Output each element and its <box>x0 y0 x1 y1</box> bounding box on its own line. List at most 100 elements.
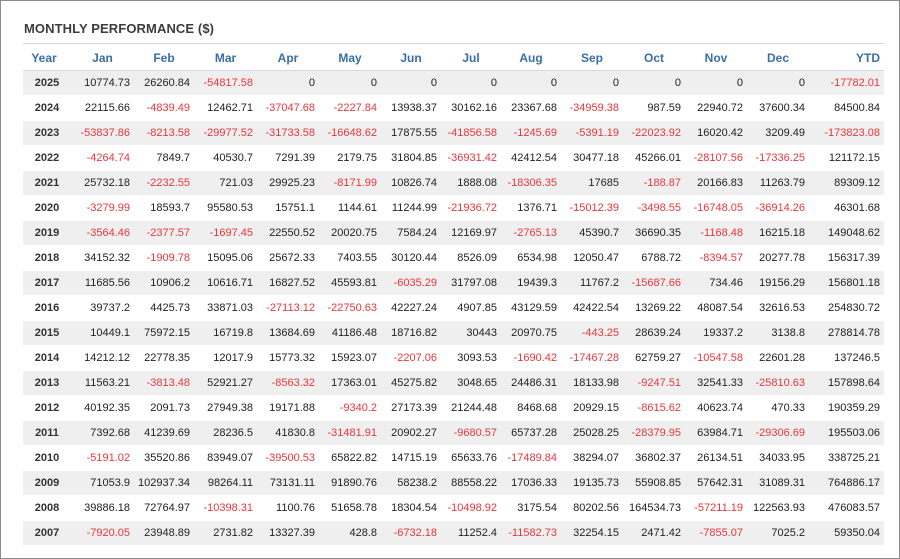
month-value-cell: 42227.24 <box>381 295 441 321</box>
month-value-cell: 15095.06 <box>194 245 257 271</box>
month-value-cell: -1690.42 <box>501 345 561 371</box>
month-value-cell: -1697.45 <box>194 220 257 246</box>
month-value-cell: 31804.85 <box>381 145 441 171</box>
month-value-cell: 470.33 <box>747 395 809 421</box>
month-value-cell: -3564.46 <box>71 220 134 246</box>
month-value-cell: -25810.63 <box>747 370 809 396</box>
month-value-cell: 32541.33 <box>685 370 747 396</box>
month-value-cell: 1144.61 <box>319 195 381 221</box>
month-value-cell: 22778.35 <box>134 345 194 371</box>
month-value-cell: 23367.68 <box>501 95 561 121</box>
ytd-cell: 46301.68 <box>809 195 884 221</box>
month-value-cell: -29306.69 <box>747 420 809 446</box>
month-value-cell: 12017.9 <box>194 345 257 371</box>
column-header-ytd: YTD <box>809 45 884 71</box>
month-value-cell: 11263.79 <box>747 170 809 196</box>
month-value-cell: 45390.7 <box>561 220 623 246</box>
month-value-cell: 20020.75 <box>319 220 381 246</box>
year-cell: 2011 <box>23 420 71 446</box>
month-value-cell: -17467.28 <box>561 345 623 371</box>
month-value-cell: 37600.34 <box>747 95 809 121</box>
month-value-cell: 16719.8 <box>194 320 257 346</box>
month-value-cell: -17489.84 <box>501 445 561 471</box>
month-value-cell: 88558.22 <box>441 470 501 496</box>
month-value-cell: -31733.58 <box>257 120 319 146</box>
month-value-cell: -6732.18 <box>381 520 441 546</box>
month-value-cell: 2179.75 <box>319 145 381 171</box>
month-value-cell: 2731.82 <box>194 520 257 546</box>
month-value-cell: 28236.5 <box>194 420 257 446</box>
month-value-cell: 42422.54 <box>561 295 623 321</box>
month-value-cell: 63984.71 <box>685 420 747 446</box>
ytd-cell: 338725.21 <box>809 445 884 471</box>
month-value-cell: 18133.98 <box>561 370 623 396</box>
title-divider <box>23 43 884 44</box>
month-value-cell: -8563.32 <box>257 370 319 396</box>
month-value-cell: 13938.37 <box>381 95 441 121</box>
month-value-cell: 98264.11 <box>194 470 257 496</box>
table-header-row: Year Jan Feb Mar Apr May Jun Jul Aug Sep Oct Nov Dec… <box>23 45 884 71</box>
month-value-cell: 20929.15 <box>561 395 623 421</box>
month-value-cell: 17685 <box>561 170 623 196</box>
month-value-cell: 10906.2 <box>134 270 194 296</box>
month-value-cell: -9247.51 <box>623 370 685 396</box>
month-value-cell: 55908.85 <box>623 470 685 496</box>
month-value-cell: 48087.54 <box>685 295 747 321</box>
month-value-cell: 39737.2 <box>71 295 134 321</box>
year-cell: 2008 <box>23 495 71 521</box>
month-value-cell: 15773.32 <box>257 345 319 371</box>
month-value-cell: 75972.15 <box>134 320 194 346</box>
month-value-cell: -22750.63 <box>319 295 381 321</box>
month-value-cell: -3813.48 <box>134 370 194 396</box>
month-value-cell: 20166.83 <box>685 170 747 196</box>
month-value-cell: 18304.54 <box>381 495 441 521</box>
year-cell: 2017 <box>23 270 71 296</box>
month-value-cell: -11582.73 <box>501 520 561 546</box>
month-value-cell: 428.8 <box>319 520 381 546</box>
month-value-cell: 40530.7 <box>194 145 257 171</box>
month-value-cell: -10498.92 <box>441 495 501 521</box>
month-value-cell: 19156.29 <box>747 270 809 296</box>
ytd-cell: 156801.18 <box>809 270 884 296</box>
month-value-cell: 3138.8 <box>747 320 809 346</box>
month-value-cell: -16748.05 <box>685 195 747 221</box>
month-value-cell: 41239.69 <box>134 420 194 446</box>
month-value-cell: 21244.48 <box>441 395 501 421</box>
month-value-cell: 19337.2 <box>685 320 747 346</box>
month-value-cell: -10547.58 <box>685 345 747 371</box>
month-value-cell: 31089.31 <box>747 470 809 496</box>
month-value-cell: -7855.07 <box>685 520 747 546</box>
month-value-cell: 23948.89 <box>134 520 194 546</box>
ytd-cell: 149048.62 <box>809 220 884 246</box>
month-value-cell: 18593.7 <box>134 195 194 221</box>
month-value-cell: -6035.29 <box>381 270 441 296</box>
month-value-cell: 2471.42 <box>623 520 685 546</box>
month-value-cell: -54817.58 <box>194 70 257 96</box>
month-value-cell: 6788.72 <box>623 245 685 271</box>
year-cell: 2012 <box>23 395 71 421</box>
month-value-cell: -8171.99 <box>319 170 381 196</box>
ytd-cell: 137246.5 <box>809 345 884 371</box>
month-value-cell: 7291.39 <box>257 145 319 171</box>
month-value-cell: -8394.57 <box>685 245 747 271</box>
month-value-cell: 1376.71 <box>501 195 561 221</box>
table-row: 2021 25732.18 -2232.55 721.03 29925.23 -8171.… <box>23 170 884 196</box>
year-cell: 2023 <box>23 120 71 146</box>
month-value-cell: 51658.78 <box>319 495 381 521</box>
month-value-cell: 0 <box>381 70 441 96</box>
ytd-cell: 190359.29 <box>809 395 884 421</box>
month-value-cell: 19135.73 <box>561 470 623 496</box>
month-value-cell: 164534.73 <box>623 495 685 521</box>
month-value-cell: 30443 <box>441 320 501 346</box>
table-row: 2018 34152.32 -1909.78 15095.06 25672.33 7403… <box>23 245 884 271</box>
ytd-cell: 195503.06 <box>809 420 884 446</box>
month-value-cell: 3209.49 <box>747 120 809 146</box>
month-value-cell: 83949.07 <box>194 445 257 471</box>
month-value-cell: -17336.25 <box>747 145 809 171</box>
month-value-cell: -3498.55 <box>623 195 685 221</box>
month-value-cell: 95580.53 <box>194 195 257 221</box>
table-row: 2007 -7920.05 23948.89 2731.82 13327.39 428.8… <box>23 520 884 546</box>
month-value-cell: 34033.95 <box>747 445 809 471</box>
panel-title: MONTHLY PERFORMANCE ($) <box>24 21 215 36</box>
month-value-cell: 13684.69 <box>257 320 319 346</box>
